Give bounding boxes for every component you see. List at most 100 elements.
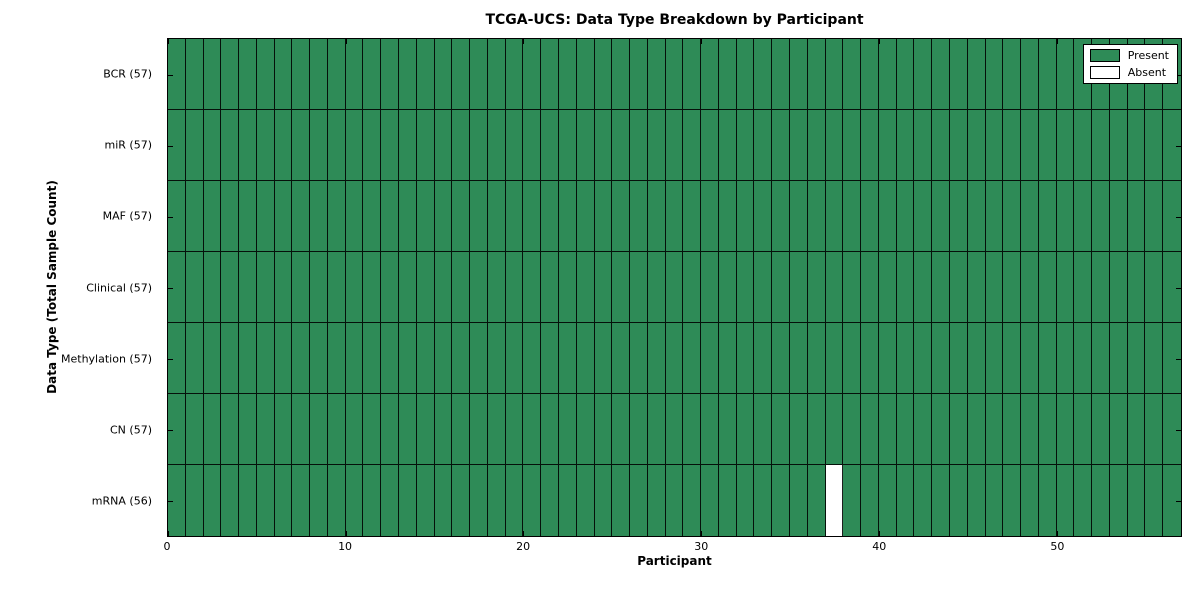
heatmap-cell: [203, 394, 222, 465]
heatmap-cell: [523, 181, 542, 252]
heatmap-cell: [985, 110, 1004, 181]
heatmap-cell: [736, 394, 755, 465]
heatmap-cell: [718, 252, 737, 323]
heatmap-cell: [790, 181, 808, 252]
heatmap-cell: [594, 465, 613, 536]
heatmap-cell: [487, 252, 506, 323]
heatmap-cell: [914, 323, 933, 394]
x-tick-label: 10: [338, 540, 353, 553]
heatmap-cell: [292, 323, 311, 394]
x-tick-mark: [878, 39, 880, 44]
heatmap-cell: [754, 394, 773, 465]
heatmap-cell: [772, 39, 791, 110]
heatmap-cell: [683, 181, 702, 252]
heatmap-cell: [665, 39, 684, 110]
heatmap-cell: [345, 181, 364, 252]
heatmap-cell: [861, 181, 879, 252]
heatmap-cell: [416, 110, 435, 181]
heatmap-cell: [1163, 323, 1181, 394]
heatmap-cell: [967, 394, 986, 465]
heatmap-cell: [807, 181, 826, 252]
heatmap-cell: [399, 252, 417, 323]
heatmap-cell: [825, 394, 844, 465]
heatmap-cell: [718, 323, 737, 394]
heatmap-cell: [576, 39, 595, 110]
heatmap-cell: [647, 181, 666, 252]
heatmap-cell: [665, 181, 684, 252]
heatmap-cell: [843, 39, 862, 110]
heatmap-cell: [1021, 323, 1039, 394]
heatmap-cell: [1003, 252, 1022, 323]
heatmap-cell: [1127, 181, 1146, 252]
heatmap-cell: [683, 465, 702, 536]
heatmap-cell: [168, 181, 186, 252]
heatmap-cell: [949, 181, 968, 252]
heatmap-cell: [1056, 181, 1075, 252]
heatmap-cell: [612, 465, 631, 536]
y-tick-mark: [1176, 216, 1181, 218]
heatmap-cell: [470, 39, 488, 110]
heatmap-cell: [665, 323, 684, 394]
heatmap-cell: [1145, 110, 1164, 181]
heatmap-cell: [878, 252, 897, 323]
heatmap-cell: [470, 110, 488, 181]
heatmap-cell: [239, 181, 257, 252]
x-tick-mark: [1056, 531, 1058, 536]
heatmap-cell: [381, 110, 400, 181]
heatmap-cell: [470, 465, 488, 536]
heatmap-cell: [1056, 39, 1075, 110]
heatmap-cell: [772, 465, 791, 536]
heatmap-cell: [399, 39, 417, 110]
heatmap-cell: [221, 323, 240, 394]
heatmap-cell: [701, 323, 719, 394]
heatmap-cell: [221, 39, 240, 110]
heatmap-cell: [327, 323, 346, 394]
y-axis-title: Data Type (Total Sample Count): [45, 180, 59, 394]
x-tick-mark: [168, 531, 169, 536]
x-tick-label: 20: [516, 540, 531, 553]
heatmap-cell: [914, 394, 933, 465]
heatmap-cell: [825, 323, 844, 394]
heatmap-cell: [701, 110, 719, 181]
heatmap-cell: [168, 110, 186, 181]
heatmap-cell: [1145, 181, 1164, 252]
x-axis-title: Participant: [637, 554, 712, 568]
heatmap-cell: [1038, 465, 1057, 536]
heatmap-cell: [949, 110, 968, 181]
heatmap-cell: [416, 181, 435, 252]
heatmap-cell: [932, 39, 950, 110]
x-tick-label: 40: [872, 540, 887, 553]
heatmap-cell: [1074, 323, 1093, 394]
heatmap-cell: [665, 110, 684, 181]
heatmap-cell: [434, 181, 453, 252]
y-tick-mark: [168, 74, 173, 76]
heatmap-cell: [914, 110, 933, 181]
x-tick-label: 0: [163, 540, 171, 553]
y-tick-mark: [1176, 358, 1181, 360]
y-tick-mark: [168, 216, 173, 218]
heatmap-cell: [1056, 394, 1075, 465]
heatmap-cell: [434, 394, 453, 465]
x-tick-mark: [345, 531, 347, 536]
heatmap-cell: [434, 110, 453, 181]
heatmap-cell: [807, 323, 826, 394]
heatmap-cell: [381, 465, 400, 536]
heatmap-cell: [967, 110, 986, 181]
heatmap-cell: [967, 39, 986, 110]
heatmap-cell: [754, 181, 773, 252]
heatmap-cell: [576, 252, 595, 323]
legend-item-absent: Absent: [1089, 66, 1169, 79]
heatmap-cell: [1127, 394, 1146, 465]
heatmap-cell: [1145, 252, 1164, 323]
heatmap-cell: [434, 39, 453, 110]
heatmap-cell: [274, 394, 293, 465]
heatmap-cell: [452, 394, 471, 465]
heatmap-cell: [825, 465, 844, 536]
heatmap-cell: [825, 181, 844, 252]
heatmap-cell: [807, 252, 826, 323]
heatmap-cell: [558, 323, 577, 394]
heatmap-cell: [274, 252, 293, 323]
heatmap-cell: [878, 181, 897, 252]
y-tick-mark: [168, 145, 173, 147]
heatmap-cell: [381, 181, 400, 252]
